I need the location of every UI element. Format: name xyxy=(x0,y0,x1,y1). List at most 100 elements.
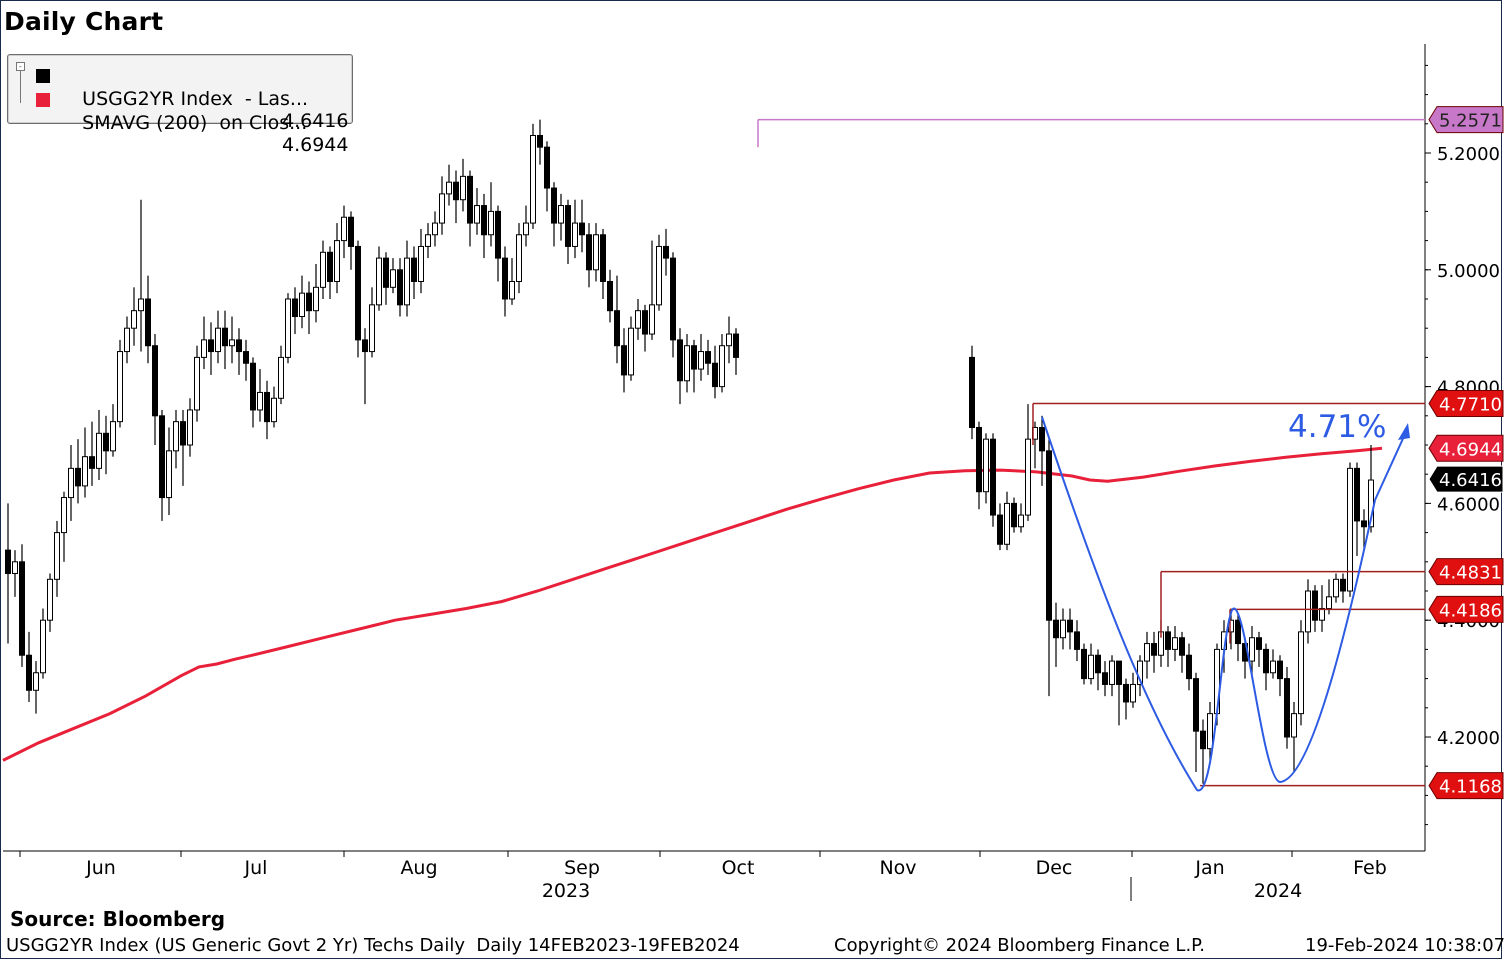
x-month-label: Sep xyxy=(564,857,600,879)
candle-body xyxy=(404,257,410,306)
candle-body xyxy=(110,421,116,452)
candle-body xyxy=(362,339,368,353)
candle-body xyxy=(1151,643,1157,656)
x-month-label: Aug xyxy=(400,857,437,879)
x-month-label: Nov xyxy=(879,857,916,879)
candle-body xyxy=(1333,578,1339,598)
candle-body xyxy=(1095,654,1101,674)
candle-body xyxy=(719,345,725,388)
candle-body xyxy=(1298,631,1304,715)
candle-body xyxy=(411,257,417,282)
candle-body xyxy=(173,421,179,452)
candle-body xyxy=(495,210,501,259)
target-annotation: 4.71% xyxy=(1288,409,1386,445)
candle-body xyxy=(1102,672,1108,685)
candle-body xyxy=(698,351,704,370)
candle-body xyxy=(306,292,312,312)
candle-body xyxy=(691,345,697,370)
candle-body xyxy=(152,345,158,417)
legend-item-sma: SMAVG (200) on Clos... 4.6944 xyxy=(58,90,348,178)
level-tag: 5.2571 xyxy=(1428,106,1504,134)
candle-body xyxy=(614,310,620,347)
candle-body xyxy=(40,619,46,674)
candle-body xyxy=(990,438,996,516)
level-tag-box xyxy=(1428,390,1504,418)
candle-body xyxy=(712,362,718,388)
source-label: Source: Bloomberg xyxy=(10,907,226,931)
candle-body xyxy=(180,421,186,446)
candle-body xyxy=(1291,713,1297,738)
last-price-tag: 4.6416 xyxy=(1428,465,1504,493)
x-month-label: Dec xyxy=(1036,857,1073,879)
candle-body xyxy=(1284,678,1290,738)
candle-body xyxy=(418,245,424,282)
sma200-line xyxy=(2,446,1383,762)
candle-body xyxy=(341,216,347,242)
candle-body xyxy=(684,345,690,382)
candle-body xyxy=(61,497,67,534)
candle-body xyxy=(320,251,326,288)
candle-body xyxy=(432,222,438,236)
level-tag-label: 4.4831 xyxy=(1439,563,1502,584)
candle-body xyxy=(201,339,207,358)
candle-body xyxy=(1340,578,1346,592)
y-tick-label: 5.2000 xyxy=(1437,144,1500,165)
candle-body xyxy=(89,456,95,469)
candle-body xyxy=(565,205,571,247)
last-price-tag-label: 4.6416 xyxy=(1439,470,1502,491)
candle-body xyxy=(474,205,480,224)
y-tick-label: 4.6000 xyxy=(1437,494,1500,515)
candle-body xyxy=(1123,683,1129,703)
candle-body xyxy=(1074,631,1080,650)
candle-body xyxy=(145,298,151,347)
candle-body xyxy=(983,438,989,493)
candle-body xyxy=(138,298,144,312)
level-tag-box xyxy=(1428,558,1504,586)
legend-box[interactable]: - USGG2YR Index - Las... 4.6416 SMAVG (2… xyxy=(7,54,353,156)
candle-body xyxy=(159,415,165,499)
candle-body xyxy=(537,134,543,148)
candle-body xyxy=(467,175,473,224)
candle-body xyxy=(355,245,361,341)
candle-body xyxy=(250,362,256,411)
candle-body xyxy=(1319,608,1325,621)
candle-body xyxy=(705,351,711,364)
candle-body xyxy=(54,532,60,580)
candle-body xyxy=(124,327,130,353)
candle-body xyxy=(1046,450,1052,621)
candle-body xyxy=(103,432,109,452)
candle-body xyxy=(236,339,242,353)
candle-body xyxy=(313,286,319,312)
candle-body xyxy=(348,216,354,247)
candle-body xyxy=(1186,654,1192,680)
candle-body xyxy=(1060,619,1066,639)
candle-body xyxy=(670,257,676,341)
candle-body xyxy=(600,234,606,282)
candle-body xyxy=(649,304,655,335)
level-tag-box xyxy=(1428,772,1504,800)
target-arrow-head xyxy=(1398,423,1410,440)
candle-body xyxy=(1235,619,1241,645)
footer-description: USGG2YR Index (US Generic Govt 2 Yr) Tec… xyxy=(6,935,740,956)
level-tag-box xyxy=(1428,106,1504,134)
candle-body xyxy=(1193,678,1199,732)
candle-body xyxy=(502,257,508,300)
candle-body xyxy=(194,356,200,411)
candle-body xyxy=(1067,619,1073,633)
candle-body xyxy=(1277,660,1283,680)
candle-body xyxy=(544,146,550,189)
legend-collapse-icon[interactable]: - xyxy=(16,62,25,71)
candle-body xyxy=(1081,648,1087,680)
candle-body xyxy=(68,467,74,499)
candle-body xyxy=(1312,590,1318,621)
candle-body xyxy=(656,245,662,306)
level-tag-label: 4.4186 xyxy=(1439,600,1502,621)
candle-body xyxy=(278,356,284,399)
candle-body xyxy=(5,549,11,574)
candle-body xyxy=(376,257,382,306)
candle-body xyxy=(1263,648,1269,674)
legend-item-price: USGG2YR Index - Las... 4.6416 xyxy=(58,66,348,154)
candle-body xyxy=(1116,660,1122,685)
footer-timestamp: 19-Feb-2024 10:38:07 xyxy=(1305,935,1504,956)
x-month-label: Jun xyxy=(85,857,116,879)
